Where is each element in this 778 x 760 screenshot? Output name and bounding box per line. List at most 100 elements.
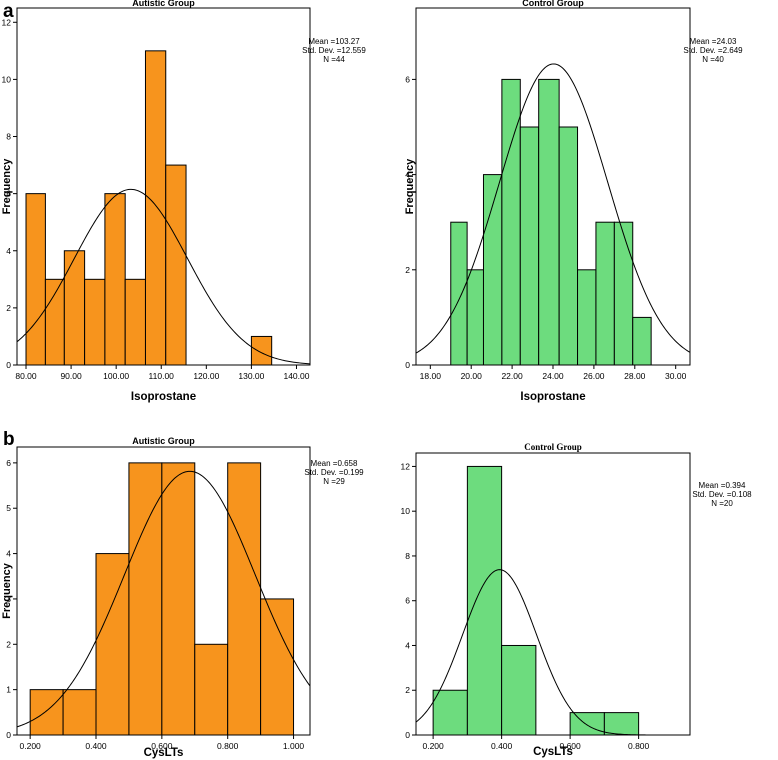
x-tick-label: 20.00 xyxy=(461,371,483,381)
chart-title: Control Group xyxy=(524,442,581,452)
x-axis-label: Isoprostane xyxy=(131,391,196,403)
y-tick-label: 8 xyxy=(405,551,410,561)
histogram-bar xyxy=(632,316,652,366)
x-tick-label: 120.00 xyxy=(193,371,219,381)
histogram-bar xyxy=(62,689,97,736)
y-tick-label: 6 xyxy=(6,458,11,468)
normal-curve xyxy=(16,470,311,728)
x-tick-label: 80.00 xyxy=(15,371,37,381)
y-tick-label: 6 xyxy=(405,596,410,606)
chart-isoprostane-autistic: 80.00 90.00 100.00 110.00 120.00 130.00 140.00… xyxy=(1,0,366,403)
x-tick-label: 90.00 xyxy=(60,371,82,381)
histogram-bar xyxy=(538,78,560,366)
y-tick-label: 0 xyxy=(405,730,410,740)
stats-line: Mean =0.658 xyxy=(311,459,358,468)
y-tick-label: 4 xyxy=(405,170,410,180)
histogram-bar xyxy=(577,269,597,366)
stats-line: Std. Dev. =0.108 xyxy=(692,490,752,499)
y-tick-label: 3 xyxy=(6,594,11,604)
y-tick-label: 2 xyxy=(6,639,11,649)
histogram-bar xyxy=(595,221,615,366)
stats-line: N =44 xyxy=(323,55,345,64)
stats-line: Std. Dev. =0.199 xyxy=(304,468,364,477)
plot-area xyxy=(415,452,691,736)
y-tick-label: 0 xyxy=(6,360,11,370)
histogram-bar xyxy=(104,193,126,366)
x-axis-label: Isoprostane xyxy=(520,391,585,403)
histogram-bar xyxy=(161,462,196,736)
y-tick-label: 2 xyxy=(405,685,410,695)
stats-line: Std. Dev. =12.559 xyxy=(302,46,366,55)
chart-title: Autistic Group xyxy=(132,0,195,8)
panel-label-a: a xyxy=(3,1,14,22)
histogram-bar xyxy=(63,250,86,366)
histogram-bar xyxy=(250,335,273,366)
histogram-bar xyxy=(466,465,503,736)
x-tick-label: 140.00 xyxy=(283,371,309,381)
histogram-bar xyxy=(84,278,106,366)
x-tick-label: 110.00 xyxy=(149,371,175,381)
x-tick-label: 0.400 xyxy=(85,741,107,751)
x-axis-label: CysLTs xyxy=(144,747,184,759)
stats-line: Std. Dev. =2.649 xyxy=(683,46,743,55)
x-tick-label: 1.000 xyxy=(283,741,305,751)
x-tick-label: 30.00 xyxy=(665,371,687,381)
stats-line: Mean =0.394 xyxy=(699,481,746,490)
histogram-bar xyxy=(569,712,605,736)
stats-line: Mean =103.27 xyxy=(308,37,360,46)
x-tick-label: 0.200 xyxy=(20,741,42,751)
histogram-bar xyxy=(558,126,579,366)
histogram-bar xyxy=(482,174,503,366)
y-tick-label: 10 xyxy=(2,74,12,84)
x-tick-label: 0.600 xyxy=(559,741,581,751)
y-tick-label: 1 xyxy=(6,685,11,695)
histogram-bar xyxy=(501,644,537,736)
x-tick-label: 18.00 xyxy=(420,371,442,381)
x-tick-label: 24.00 xyxy=(542,371,564,381)
x-tick-label: 26.00 xyxy=(583,371,605,381)
y-tick-label: 2 xyxy=(405,265,410,275)
x-tick-label: 0.600 xyxy=(151,741,173,751)
y-axis-label: Frequency xyxy=(404,158,416,215)
histogram-bar xyxy=(144,50,167,366)
x-tick-label: 22.00 xyxy=(501,371,523,381)
y-tick-label: 0 xyxy=(6,730,11,740)
y-tick-label: 4 xyxy=(405,640,410,650)
normal-curve xyxy=(415,569,690,736)
histogram-bar xyxy=(128,462,163,736)
x-tick-label: 0.400 xyxy=(491,741,513,751)
chart-cyslts-autistic: 0.200 0.400 0.600 0.800 1.000 0 1 2 3 4 5 6 Autistic… xyxy=(1,436,364,759)
histogram-bar xyxy=(450,221,468,366)
chart-isoprostane-control: 18.00 20.00 22.00 24.00 26.00 28.00 30.00 0 2 4 6 C… xyxy=(404,0,743,403)
histogram-bar xyxy=(165,164,187,366)
stats-line: N =20 xyxy=(711,499,733,508)
histogram-bar xyxy=(227,462,262,736)
chart-title: Autistic Group xyxy=(132,436,195,446)
x-tick-label: 0.800 xyxy=(217,741,239,751)
histogram-bar xyxy=(25,193,46,366)
x-axis-label: CysLTs xyxy=(533,746,573,758)
histogram-bar xyxy=(124,278,146,366)
chart-title: Control Group xyxy=(522,0,584,8)
y-tick-label: 12 xyxy=(2,17,12,27)
y-tick-label: 5 xyxy=(6,503,11,513)
y-axis-label: Frequency xyxy=(1,562,13,619)
y-tick-label: 6 xyxy=(6,189,11,199)
y-tick-label: 12 xyxy=(401,461,411,471)
histogram-bar xyxy=(29,689,64,736)
x-tick-label: 28.00 xyxy=(624,371,646,381)
histogram-bar xyxy=(501,78,521,366)
y-tick-label: 6 xyxy=(405,74,410,84)
stats-line: N =29 xyxy=(323,477,345,486)
x-tick-label: 130.00 xyxy=(238,371,264,381)
y-tick-label: 2 xyxy=(6,303,11,313)
panel-label-b: b xyxy=(3,429,15,450)
chart-cyslts-control: 0.200 0.400 0.600 0.800 0 2 4 6 8 10 12 Control Gro… xyxy=(401,442,753,758)
histogram-bar xyxy=(613,221,634,366)
stats-line: N =40 xyxy=(702,55,724,64)
y-tick-label: 10 xyxy=(401,506,411,516)
normal-curve xyxy=(16,188,311,365)
y-tick-label: 8 xyxy=(6,132,11,142)
y-tick-label: 4 xyxy=(6,549,11,559)
